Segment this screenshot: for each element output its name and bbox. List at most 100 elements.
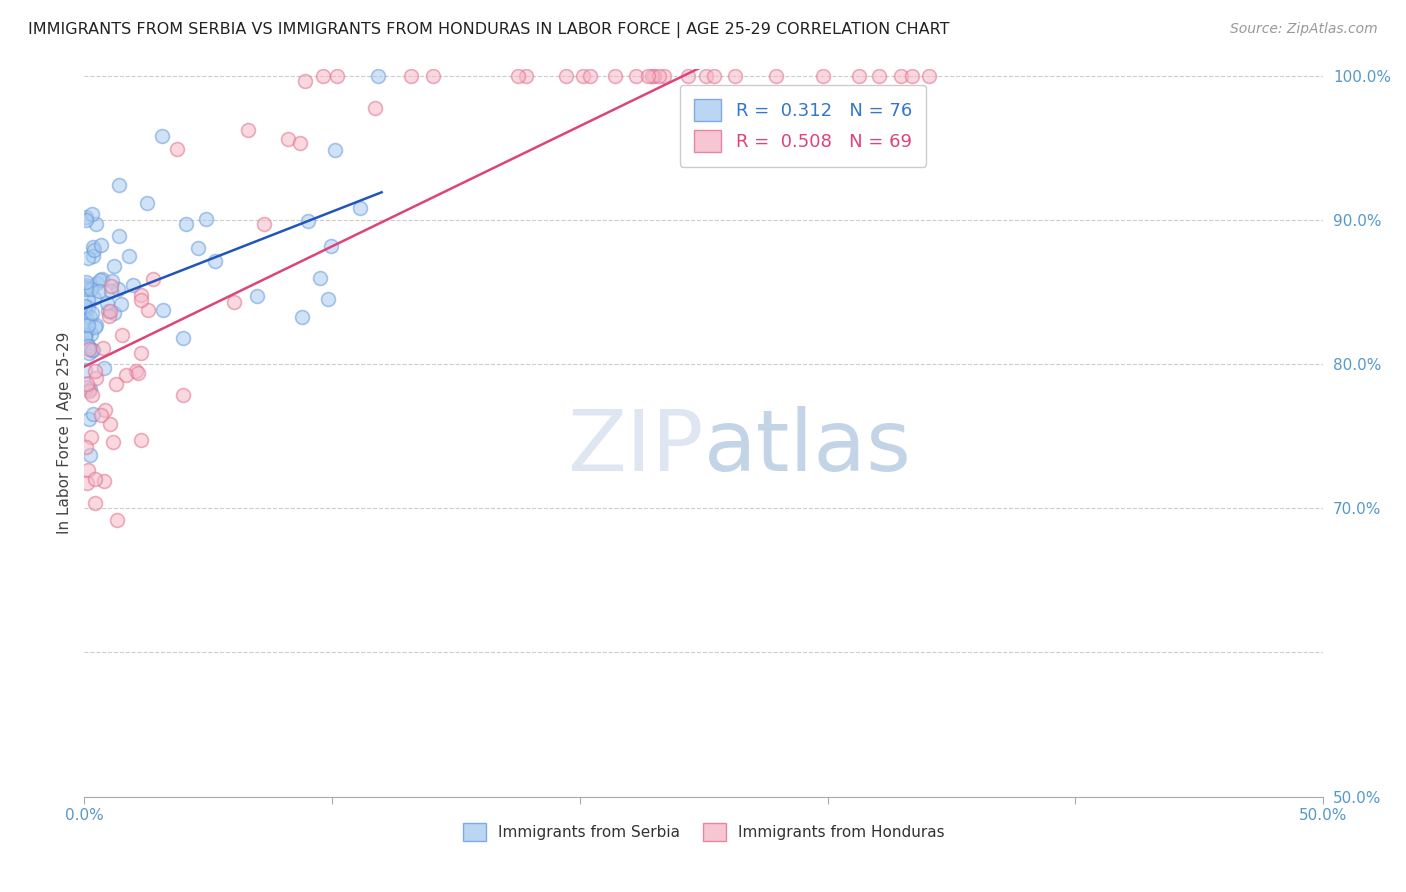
Legend: R =  0.312   N = 76, R =  0.508   N = 69: R = 0.312 N = 76, R = 0.508 N = 69 (679, 85, 927, 167)
Point (308, 271, 330, 285)
Point (172, 388, 194, 402)
Point (515, 69, 537, 83)
Point (77, 346, 100, 360)
Point (82, 240, 104, 254)
Point (77, 342, 100, 356)
Point (152, 303, 174, 318)
Point (84, 319, 107, 334)
Point (75, 318, 97, 332)
Point (73, 303, 96, 318)
Point (626, 69, 648, 83)
Point (77, 338, 100, 352)
Point (652, 69, 675, 83)
Text: atlas: atlas (704, 406, 911, 489)
Point (506, 69, 529, 83)
Point (86, 370, 108, 384)
Point (76, 251, 98, 265)
Point (79, 310, 101, 324)
Point (84, 318, 107, 332)
Text: ZIP: ZIP (567, 406, 704, 489)
Point (811, 69, 834, 83)
Point (111, 328, 134, 343)
Point (89, 273, 111, 287)
Point (87, 284, 110, 298)
Point (100, 279, 122, 293)
Point (349, 201, 371, 215)
Point (246, 289, 269, 303)
Point (107, 282, 129, 296)
Point (80, 282, 103, 296)
Point (364, 101, 387, 115)
Point (103, 435, 125, 450)
Point (83, 364, 105, 378)
Point (187, 241, 209, 255)
Point (142, 272, 165, 286)
Point (101, 275, 124, 289)
Point (288, 136, 311, 151)
Point (82, 407, 104, 421)
Point (129, 288, 152, 302)
Point (91, 272, 114, 286)
Point (77, 384, 100, 398)
Point (76, 377, 98, 392)
Point (82, 249, 104, 263)
Point (579, 69, 602, 83)
Point (224, 295, 246, 310)
Point (603, 69, 626, 83)
Point (571, 69, 593, 83)
Point (118, 249, 141, 263)
Point (73, 329, 96, 343)
Text: Source: ZipAtlas.com: Source: ZipAtlas.com (1230, 22, 1378, 37)
Point (77, 412, 100, 426)
Point (294, 74, 316, 88)
Point (323, 143, 346, 157)
Point (277, 132, 299, 146)
Point (252, 217, 274, 231)
Point (75, 316, 97, 330)
Point (848, 69, 870, 83)
Point (83, 244, 105, 258)
Point (82, 343, 104, 357)
Point (98, 417, 121, 431)
Point (316, 292, 339, 306)
Point (138, 302, 160, 317)
Point (321, 239, 343, 253)
Point (96, 295, 118, 310)
Point (901, 69, 924, 83)
Point (75, 280, 97, 294)
Point (103, 259, 125, 273)
Point (75, 282, 97, 296)
Point (82, 306, 104, 320)
Point (77, 463, 100, 477)
Point (90, 409, 112, 423)
Point (98, 304, 121, 318)
Point (129, 293, 152, 307)
Point (917, 69, 939, 83)
Point (76, 476, 98, 491)
Point (195, 211, 218, 226)
Point (77, 300, 100, 314)
Point (399, 69, 422, 83)
Point (83, 291, 105, 305)
Point (643, 69, 665, 83)
Point (297, 214, 319, 228)
Point (641, 69, 664, 83)
Point (76, 293, 98, 307)
Point (83, 496, 105, 510)
Point (122, 278, 145, 293)
Point (554, 69, 576, 83)
Point (637, 69, 659, 83)
Point (291, 310, 314, 324)
Point (868, 69, 890, 83)
Point (724, 69, 747, 83)
Point (107, 513, 129, 527)
Point (93, 402, 115, 417)
Point (84, 472, 107, 486)
Point (80, 326, 103, 341)
Point (75, 210, 97, 224)
Point (75, 277, 97, 292)
Point (110, 297, 132, 311)
Point (91, 341, 114, 355)
Point (76, 440, 98, 454)
Point (73, 363, 96, 377)
